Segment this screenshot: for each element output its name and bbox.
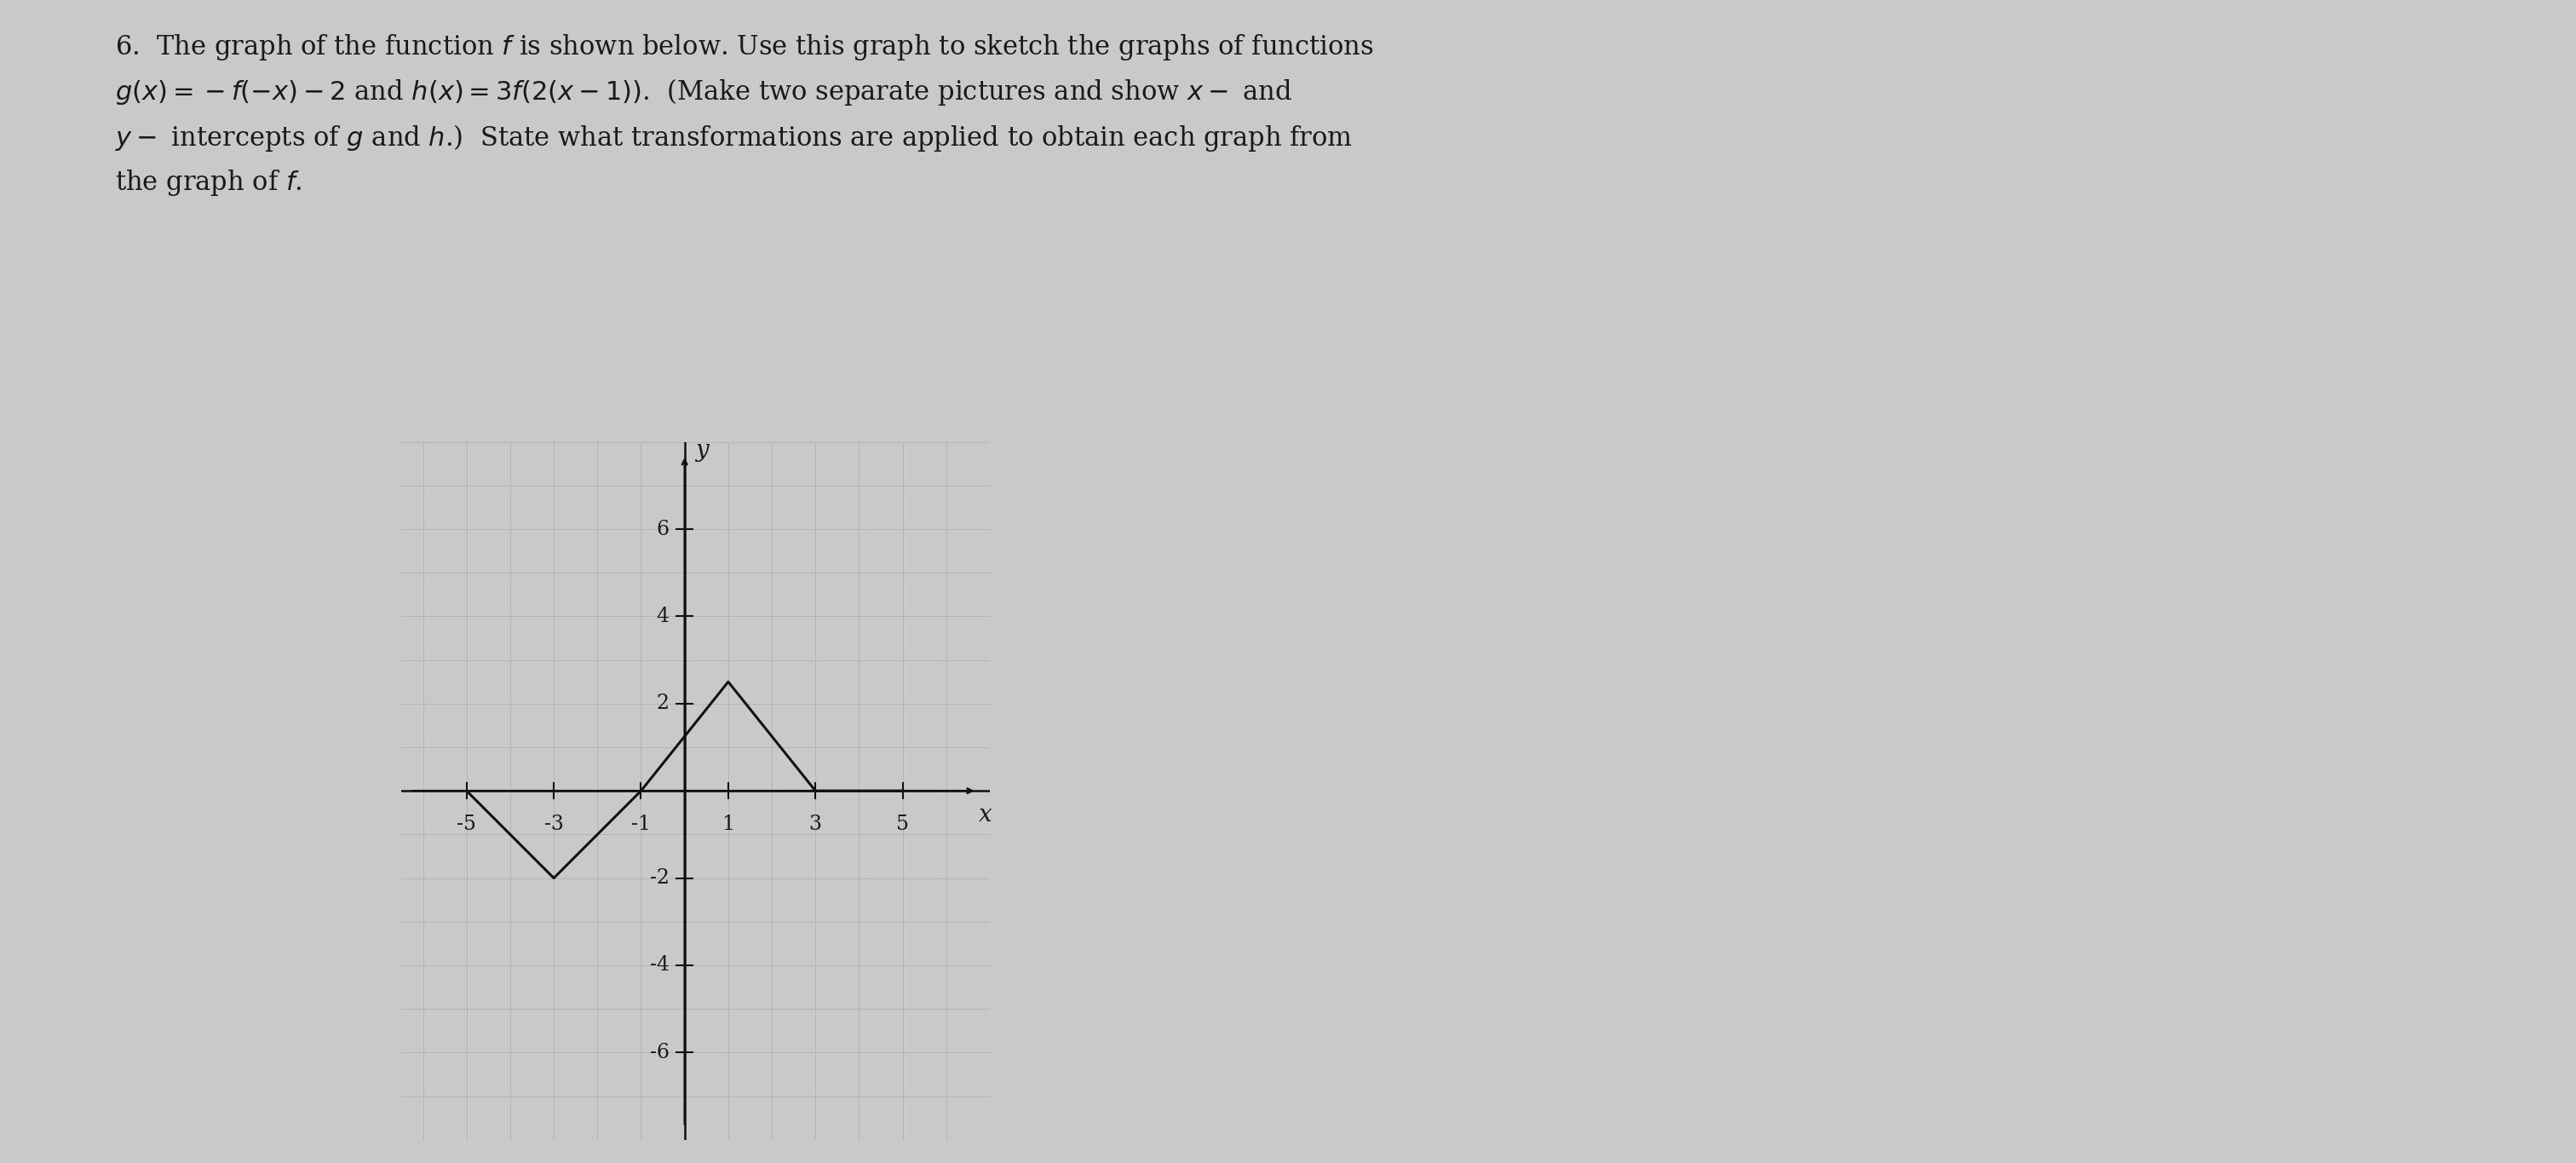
Text: 1: 1 — [721, 815, 734, 834]
Text: -6: -6 — [649, 1043, 670, 1062]
Text: 6: 6 — [657, 520, 670, 538]
Text: 6.  The graph of the function $f$ is shown below. Use this graph to sketch the g: 6. The graph of the function $f$ is show… — [116, 33, 1373, 198]
Text: y: y — [696, 440, 708, 462]
Text: x: x — [979, 804, 992, 827]
Text: -1: -1 — [631, 815, 652, 834]
Text: -3: -3 — [544, 815, 564, 834]
Text: 3: 3 — [809, 815, 822, 834]
Text: -5: -5 — [456, 815, 477, 834]
Text: 2: 2 — [657, 694, 670, 713]
Text: -4: -4 — [649, 956, 670, 975]
Text: -2: -2 — [649, 869, 670, 887]
Text: 5: 5 — [896, 815, 909, 834]
Text: 4: 4 — [657, 607, 670, 626]
